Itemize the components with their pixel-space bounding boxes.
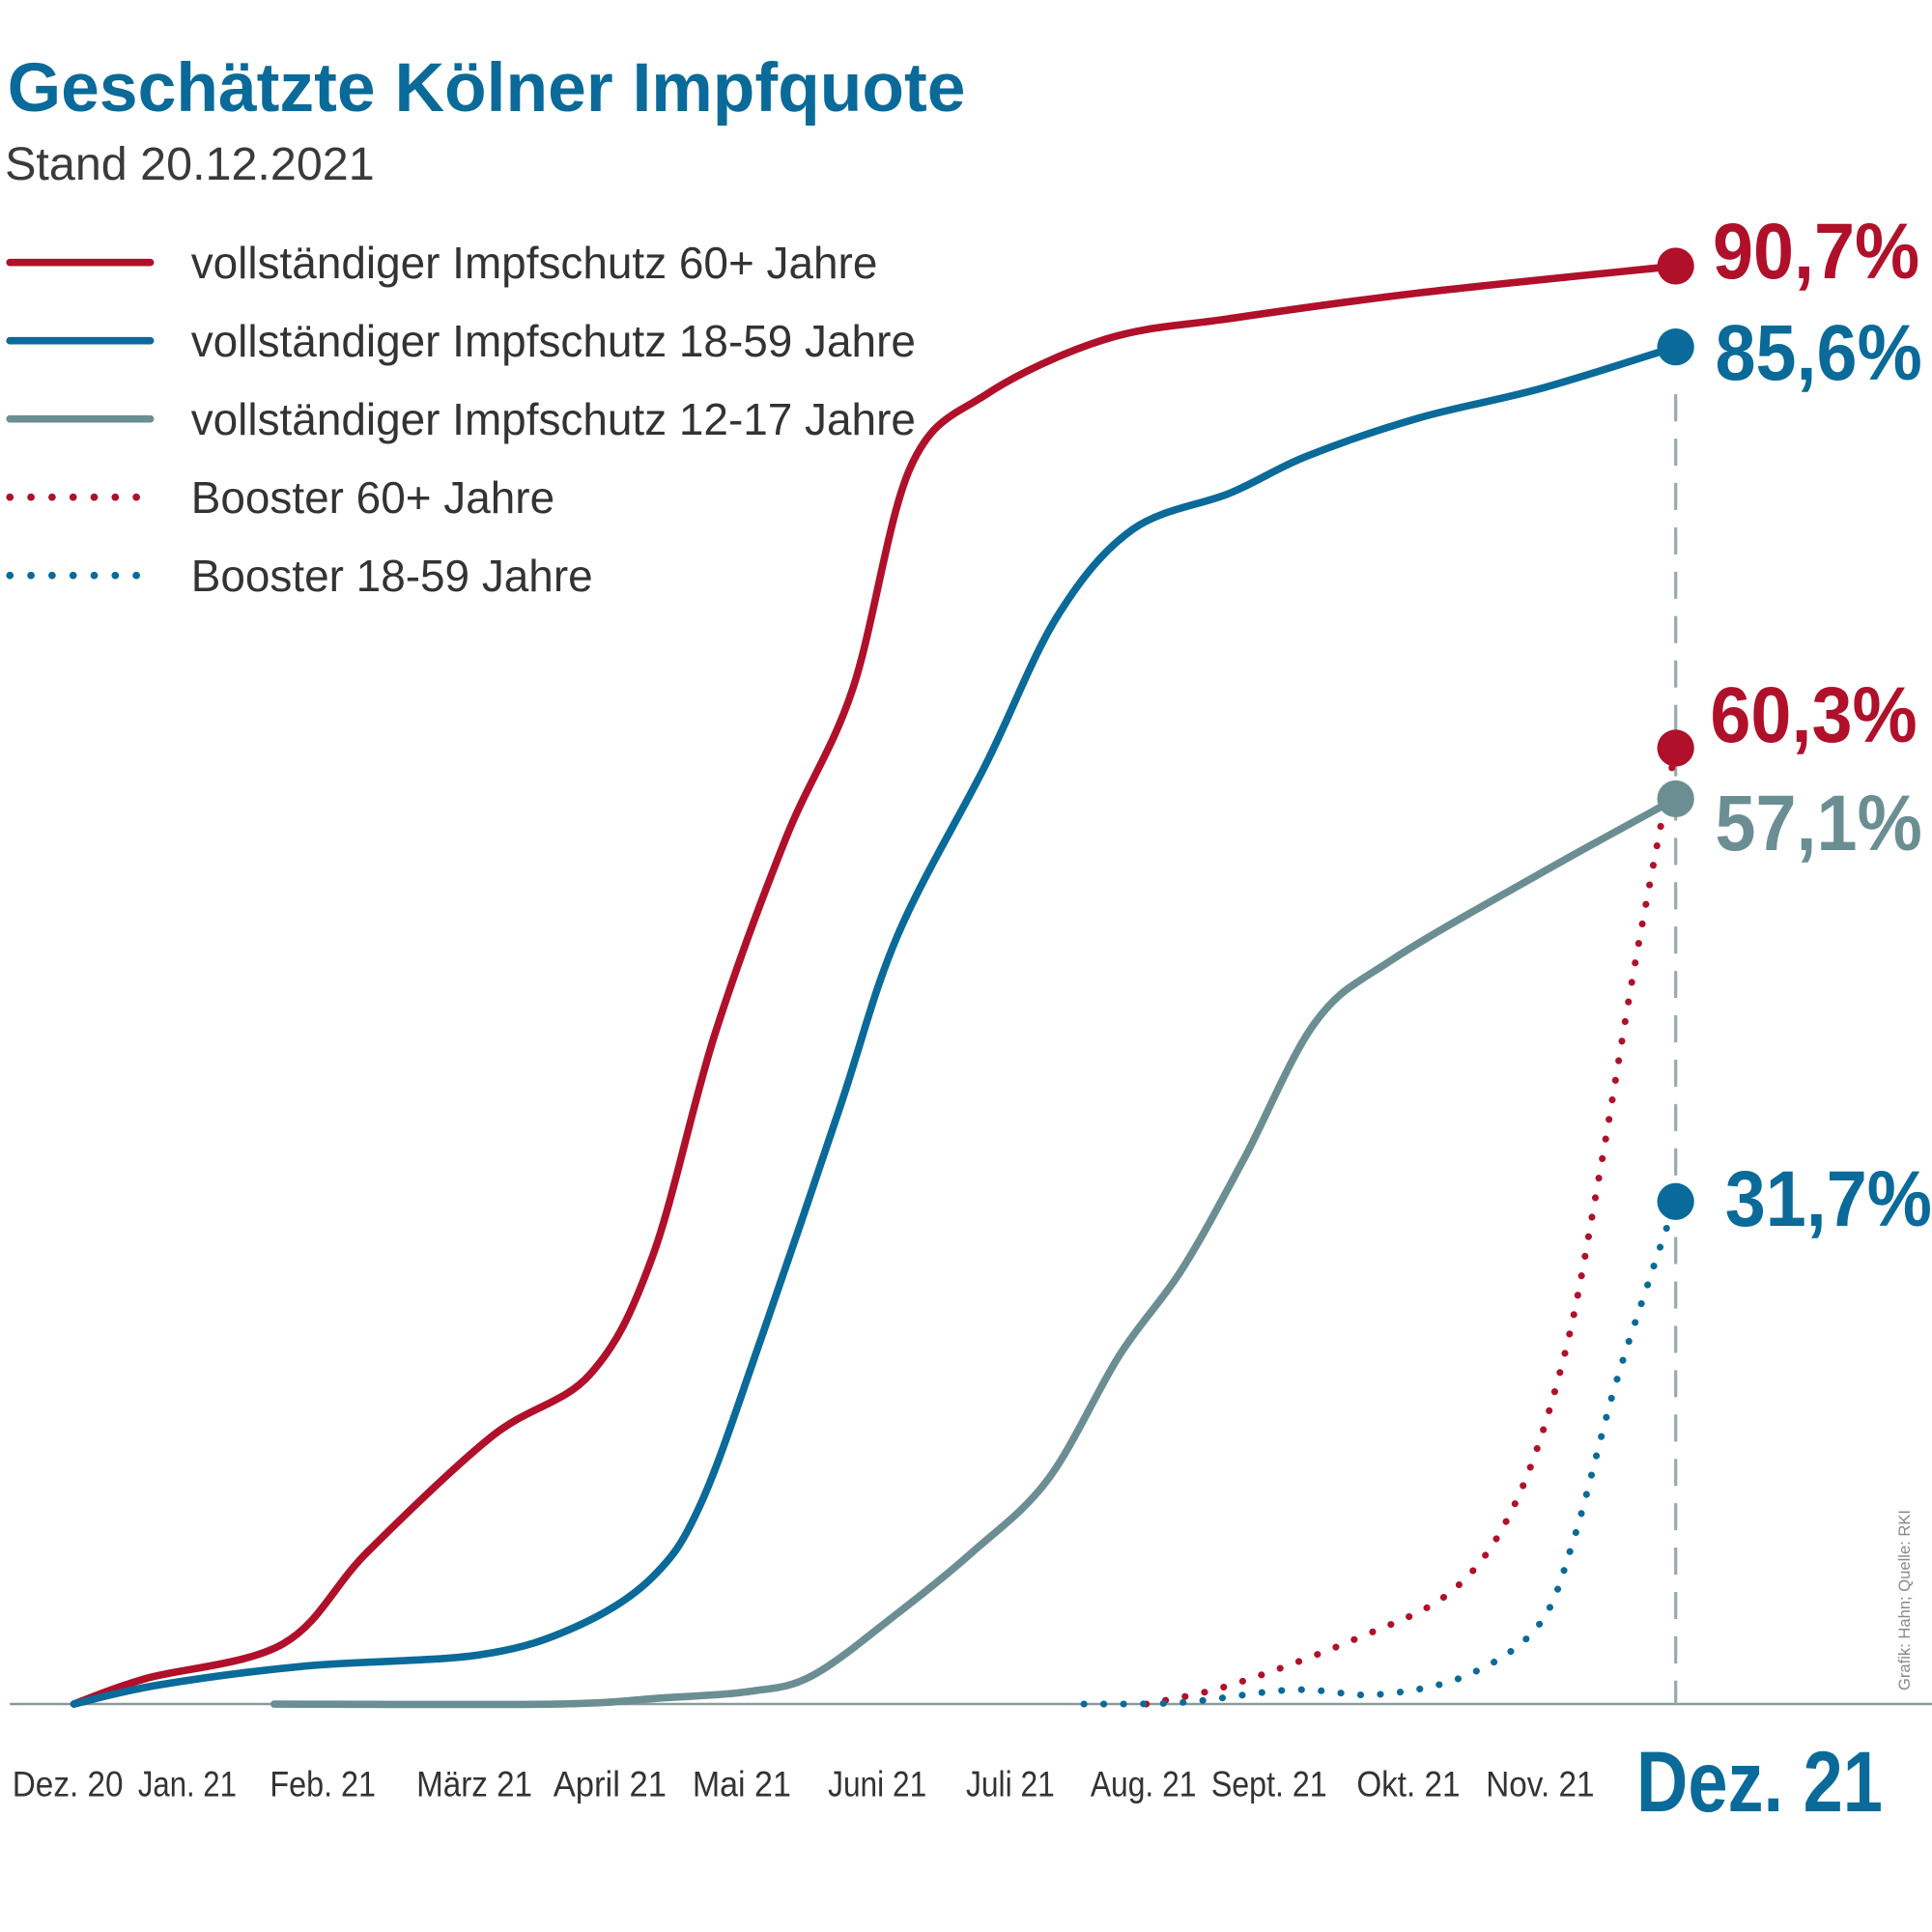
x-tick-label: Juni 21	[828, 1765, 926, 1804]
x-tick-label: April 21	[554, 1765, 667, 1804]
x-axis-ticks: Dez. 20 Jan. 21 Feb. 21 März 21 April 21 Mai …	[13, 1733, 1883, 1830]
x-tick-label: Dez. 21	[1636, 1733, 1883, 1830]
legend-label: Booster 18-59 Jahre	[191, 551, 593, 601]
x-tick-label: Mai 21	[693, 1765, 791, 1804]
x-tick-label: Juli 21	[966, 1765, 1055, 1804]
series-line-0	[70, 262, 1680, 1708]
end-value-label: 85,6%	[1716, 309, 1922, 397]
end-value-label: 90,7%	[1713, 208, 1919, 296]
legend: vollständiger Impfschutz 60+ Jahre vollst…	[6, 238, 916, 601]
x-tick-label: Feb. 21	[270, 1765, 376, 1804]
x-tick-label: Nov. 21	[1486, 1765, 1594, 1804]
series-line-2	[270, 795, 1680, 1709]
series-line-3	[1143, 744, 1680, 1708]
series-line-4	[1080, 1198, 1680, 1708]
x-tick-label: Dez. 20	[13, 1765, 124, 1804]
legend-label: vollständiger Impfschutz 18-59 Jahre	[191, 316, 916, 366]
legend-label: vollständiger Impfschutz 12-17 Jahre	[191, 394, 916, 444]
x-tick-label: Aug. 21	[1091, 1765, 1197, 1804]
x-tick-label: Okt. 21	[1356, 1765, 1460, 1804]
end-markers: 90,7% 85,6% 57,1% 60,3% 31,7%	[1657, 208, 1932, 1243]
legend-label: Booster 60+ Jahre	[191, 472, 554, 523]
x-tick-label: Sept. 21	[1211, 1765, 1327, 1804]
series-lines	[70, 262, 1680, 1709]
series-line-1	[70, 343, 1680, 1708]
end-value-label: 60,3%	[1710, 671, 1917, 759]
end-point-marker	[1657, 729, 1694, 767]
end-point-marker	[1657, 780, 1694, 818]
chart-subtitle: Stand 20.12.2021	[5, 138, 375, 190]
credit-text: Grafik: Hahn; Quelle: RKI	[1895, 1510, 1914, 1690]
end-value-label: 31,7%	[1725, 1155, 1932, 1243]
end-point-marker	[1657, 1182, 1694, 1220]
x-tick-label: Jan. 21	[138, 1765, 237, 1804]
legend-label: vollständiger Impfschutz 60+ Jahre	[191, 238, 878, 288]
x-tick-label: März 21	[416, 1765, 532, 1804]
chart-title: Geschätzte Kölner Impfquote	[8, 49, 966, 127]
end-point-marker	[1657, 328, 1694, 366]
end-value-label: 57,1%	[1716, 780, 1922, 867]
end-point-marker	[1657, 247, 1694, 285]
